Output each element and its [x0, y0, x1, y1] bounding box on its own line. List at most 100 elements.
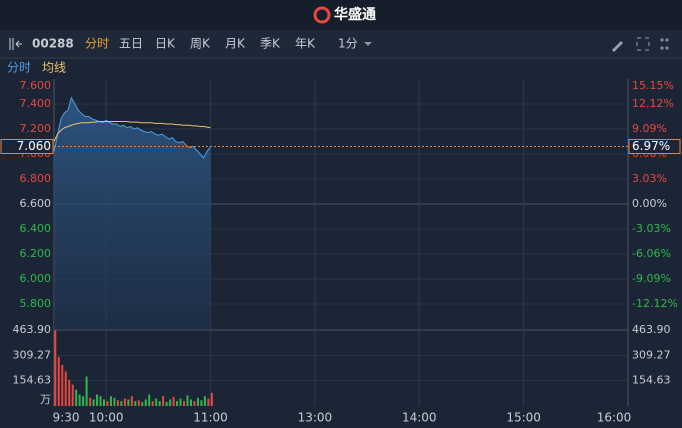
volume-bar — [144, 399, 147, 406]
last-change: 6.97% — [632, 139, 670, 153]
y-tick-label: 6.800 — [20, 172, 52, 185]
volume-bar — [200, 400, 203, 406]
tab[interactable]: 分时 — [85, 37, 109, 51]
volume-tick-label: 463.90 — [13, 323, 52, 336]
y2-tick-label: 3.03% — [632, 172, 667, 185]
y-tick-label: 7.200 — [20, 122, 52, 135]
stock-code: 00288 — [32, 37, 74, 51]
volume-bar — [75, 389, 78, 406]
volume-bar — [61, 365, 64, 406]
collapse-icon[interactable] — [9, 38, 22, 50]
tab[interactable]: 月K — [225, 37, 246, 51]
volume-bar — [210, 392, 213, 406]
y-tick-label: 5.800 — [20, 297, 52, 310]
interval[interactable]: 1分 — [338, 37, 358, 51]
volume-bar — [165, 401, 168, 406]
volume-bar — [116, 400, 119, 406]
edit-icon[interactable] — [612, 41, 623, 52]
legend-entry: 均线 — [42, 61, 66, 75]
fullscreen-icon[interactable] — [636, 37, 650, 51]
volume-bar — [82, 396, 85, 406]
x-tick-label: 10:00 — [89, 411, 124, 425]
volume-bar — [68, 379, 71, 406]
x-tick-label: 15:00 — [506, 411, 541, 425]
volume-bar — [54, 330, 57, 406]
y2-tick-label: -6.06% — [632, 247, 671, 260]
volume-tick-label: 463.90 — [632, 323, 671, 336]
dropdown-arrow[interactable] — [364, 42, 372, 46]
volume-bar — [207, 398, 210, 406]
y-tick-label: 6.200 — [20, 247, 52, 260]
expand-icon[interactable] — [660, 38, 669, 50]
volume-bar — [78, 394, 81, 406]
x-tick-label: 9:30 — [53, 411, 80, 425]
volume-bar — [130, 396, 133, 406]
y2-tick-label: 15.15% — [632, 79, 674, 92]
volume-unit: 万 — [40, 393, 51, 406]
volume-bar — [71, 384, 74, 406]
volume-bar — [169, 399, 172, 406]
y2-tick-label: -12.12% — [632, 297, 678, 310]
volume-bar — [113, 397, 116, 406]
x-tick-label: 13:00 — [298, 411, 333, 425]
last-price-box — [0, 139, 54, 154]
series-line — [53, 121, 211, 142]
volume-bar — [196, 397, 199, 406]
toolbar — [0, 30, 682, 58]
volume-bar — [57, 356, 60, 406]
volume-tick-label: 309.27 — [632, 348, 671, 361]
volume-bar — [134, 401, 137, 406]
y2-tick-label: 9.09% — [632, 122, 667, 135]
tab[interactable]: 日K — [155, 37, 176, 51]
y-tick-label: 6.000 — [20, 272, 52, 285]
volume-bar — [151, 401, 154, 406]
volume-bar — [162, 396, 165, 406]
x-tick-label: 14:00 — [402, 411, 437, 425]
volume-bar — [193, 401, 196, 406]
volume-bar — [183, 401, 186, 406]
y-tick-label: 6.400 — [20, 222, 52, 235]
y2-tick-label: 12.12% — [632, 97, 674, 110]
y2-tick-label: -3.03% — [632, 222, 671, 235]
brand: 华盛通 — [334, 6, 376, 23]
tab[interactable]: 五日 — [119, 37, 143, 51]
last-price: 7.060 — [17, 139, 51, 153]
volume-bar — [137, 400, 140, 406]
volume-bar — [85, 376, 88, 406]
volume-bar — [92, 399, 95, 406]
volume-tick-label: 154.63 — [13, 374, 52, 387]
volume-bar — [155, 398, 158, 406]
volume-bar — [158, 401, 161, 406]
tab[interactable]: 周K — [190, 37, 211, 51]
volume-bar — [109, 396, 112, 406]
last-change-box — [628, 139, 681, 154]
y-tick-label: 6.600 — [20, 197, 52, 210]
volume-bar — [186, 395, 189, 406]
header-bar — [0, 0, 682, 30]
volume-bar — [179, 398, 182, 406]
volume-bar — [176, 401, 179, 406]
series-line — [53, 96, 211, 159]
tab[interactable]: 年K — [295, 37, 316, 51]
volume-bar — [189, 399, 192, 406]
volume-bar — [103, 399, 106, 406]
price-area — [54, 97, 211, 329]
x-tick-label: 16:00 — [597, 411, 632, 425]
volume-bar — [127, 399, 130, 406]
legend-entry: 分时 — [7, 61, 31, 75]
volume-bar — [120, 401, 123, 406]
volume-tick-label: 309.27 — [13, 348, 52, 361]
tab[interactable]: 季K — [260, 37, 281, 51]
y2-tick-label: -9.09% — [632, 272, 671, 285]
y-tick-label: 7.400 — [20, 97, 52, 110]
y2-tick-label: 0.00% — [632, 197, 667, 210]
volume-bar — [123, 398, 126, 406]
x-tick-label: 11:00 — [193, 411, 228, 425]
volume-bar — [141, 401, 144, 406]
volume-bar — [96, 394, 99, 406]
volume-bar — [89, 397, 92, 406]
y-tick-label: 7.600 — [20, 79, 52, 92]
volume-tick-label: 154.63 — [632, 374, 671, 387]
volume-bar — [64, 371, 67, 406]
